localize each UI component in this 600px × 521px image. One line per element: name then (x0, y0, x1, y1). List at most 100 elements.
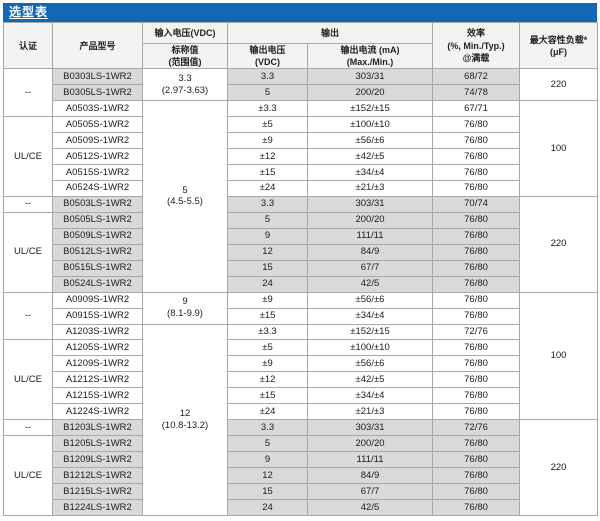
output-voltage-cell: 15 (227, 259, 308, 277)
table-row: -- B0303LS-1WR2 3.3 (2.97-3.63) 3.3 303/31 68… (3, 68, 599, 118)
certification-cell: -- (3, 68, 53, 118)
table-row: B1209LS-1WR2 9 111/11 76/80 (4, 451, 598, 469)
table-row: UL/CE A0505S-1WR2 ±5 ±100/±10 76/80 (3, 116, 598, 197)
model-cell: B1209LS-1WR2 (52, 451, 143, 469)
model-cell: A1209S-1WR2 (52, 355, 143, 373)
model-cell: A1224S-1WR2 (52, 403, 143, 421)
max-capacitive-load-cell: 220 (519, 68, 599, 102)
output-voltage-cell: 12 (227, 467, 308, 485)
efficiency-cell: 72/76 (432, 419, 521, 437)
efficiency-cell: 76/80 (432, 371, 521, 389)
table-row: B0305LS-1WR2 5 200/20 74/78 (4, 84, 598, 102)
efficiency-cell: 76/80 (432, 307, 521, 325)
efficiency-cell: 70/74 (432, 195, 521, 213)
output-current-cell: ±152/±15 (306, 100, 434, 118)
output-voltage-cell: ±5 (227, 116, 308, 134)
output-voltage-cell: 15 (227, 483, 308, 501)
table-row: A0503S-1WR2 5 (4.5-5.5) ±3.3 ±152/±15 67/71 1… (4, 100, 599, 293)
table-row: A1212S-1WR2 ±12 ±42/±5 76/80 (4, 371, 598, 389)
table-row: A0512S-1WR2 ±12 ±42/±5 76/80 (4, 148, 598, 165)
header-output: 输出 (226, 22, 434, 44)
table-row: UL/CE B1205LS-1WR2 5 200/20 76/80 (3, 435, 598, 516)
header-model: 产品型号 (52, 21, 143, 70)
output-voltage-cell: 12 (227, 243, 308, 261)
output-voltage-cell: ±15 (227, 387, 308, 405)
model-cell: B1203LS-1WR2 (52, 419, 143, 437)
model-cell: A0515S-1WR2 (52, 164, 143, 181)
table-row: A0915S-1WR2 ±15 ±34/±4 76/80 (4, 307, 598, 325)
output-voltage-cell: ±3.3 (227, 323, 308, 341)
model-cell: A0915S-1WR2 (52, 307, 143, 325)
output-current-cell: ±56/±6 (306, 355, 434, 373)
output-current-cell: 111/11 (306, 451, 434, 469)
table-row: B1224LS-1WR2 24 42/5 76/80 (4, 499, 598, 516)
model-cell: B0503LS-1WR2 (52, 195, 143, 213)
output-current-cell: 84/9 (306, 243, 434, 261)
output-current-cell: ±100/±10 (306, 339, 434, 357)
model-cell: B1212LS-1WR2 (52, 467, 143, 485)
model-cell: A0524S-1WR2 (52, 179, 143, 197)
table-row: B1212LS-1WR2 12 84/9 76/80 (4, 467, 598, 485)
efficiency-cell: 76/80 (432, 499, 521, 516)
output-voltage-cell: 9 (227, 227, 308, 245)
table-row: A1224S-1WR2 ±24 ±21/±3 76/80 (4, 403, 598, 421)
model-cell: A1205S-1WR2 (52, 339, 143, 357)
output-voltage-cell: 9 (227, 451, 308, 469)
table-row: B0512LS-1WR2 12 84/9 76/80 (4, 243, 598, 261)
model-cell: A1212S-1WR2 (52, 371, 143, 389)
output-voltage-cell: ±24 (227, 179, 308, 197)
output-current-cell: 42/5 (306, 499, 434, 516)
max-capacitive-load-cell: 220 (519, 419, 599, 516)
model-cell: B1224LS-1WR2 (52, 499, 143, 516)
output-current-cell: ±100/±10 (306, 116, 434, 134)
table-header: 认证 产品型号 输入电压(VDC) 输出 效率 (%, Min./Typ.) @… (3, 21, 599, 70)
efficiency-cell: 76/80 (432, 403, 521, 421)
output-current-cell: ±42/±5 (306, 371, 434, 389)
efficiency-cell: 76/80 (432, 275, 521, 293)
table-row: B0515LS-1WR2 15 67/7 76/80 (4, 259, 598, 277)
output-voltage-cell: ±5 (227, 339, 308, 357)
max-capacitive-load-cell: 100 (519, 291, 599, 421)
output-current-cell: 303/31 (306, 68, 434, 86)
efficiency-cell: 76/80 (432, 339, 521, 357)
certification-cell: UL/CE (3, 339, 53, 421)
certification-cell: -- (3, 195, 53, 213)
output-current-cell: 111/11 (306, 227, 434, 245)
certification-cell: UL/CE (3, 116, 53, 197)
output-current-cell: ±21/±3 (306, 403, 434, 421)
model-cell: B1205LS-1WR2 (52, 435, 143, 453)
selection-table: 认证 产品型号 输入电压(VDC) 输出 效率 (%, Min./Typ.) @… (3, 21, 599, 517)
efficiency-cell: 76/80 (432, 483, 521, 501)
table-row: A0524S-1WR2 ±24 ±21/±3 76/80 (4, 179, 598, 197)
efficiency-cell: 76/80 (432, 435, 521, 453)
output-current-cell: 67/7 (306, 259, 434, 277)
efficiency-cell: 76/80 (432, 132, 521, 150)
model-cell: A1203S-1WR2 (52, 323, 143, 341)
table-row: -- A0909S-1WR2 9 (8.1-9.9) ±9 ±56/±6 76/80 100 (3, 291, 599, 421)
efficiency-cell: 76/80 (432, 451, 521, 469)
output-current-cell: 200/20 (306, 84, 434, 102)
header-output-voltage: 输出电压 (VDC) (227, 42, 308, 70)
output-current-cell: ±56/±6 (306, 132, 434, 150)
output-voltage-cell: ±9 (227, 355, 308, 373)
table-row: A1209S-1WR2 ±9 ±56/±6 76/80 (4, 355, 598, 373)
output-current-cell: ±42/±5 (306, 148, 434, 165)
output-voltage-cell: ±15 (227, 164, 308, 181)
table-row: UL/CE B0505LS-1WR2 5 200/20 76/80 (3, 211, 598, 293)
header-input-voltage: 输入电压(VDC) (142, 22, 228, 44)
model-cell: A0909S-1WR2 (52, 291, 143, 309)
output-voltage-cell: 3.3 (227, 419, 308, 437)
efficiency-cell: 76/80 (432, 467, 521, 485)
output-current-cell: ±152/±15 (306, 323, 434, 341)
efficiency-cell: 74/78 (432, 84, 521, 102)
efficiency-cell: 76/80 (432, 116, 521, 134)
model-cell: B0303LS-1WR2 (52, 68, 143, 86)
table-row: A1215S-1WR2 ±15 ±34/±4 76/80 (4, 387, 598, 405)
output-voltage-cell: ±3.3 (227, 100, 308, 118)
table-row: B0509LS-1WR2 9 111/11 76/80 (4, 227, 598, 245)
model-cell: A0503S-1WR2 (52, 100, 143, 118)
output-voltage-cell: 5 (227, 435, 308, 453)
table-row: A1203S-1WR2 12 (10.8-13.2) ±3.3 ±152/±15 72/… (4, 323, 598, 517)
model-cell: A1215S-1WR2 (52, 387, 143, 405)
